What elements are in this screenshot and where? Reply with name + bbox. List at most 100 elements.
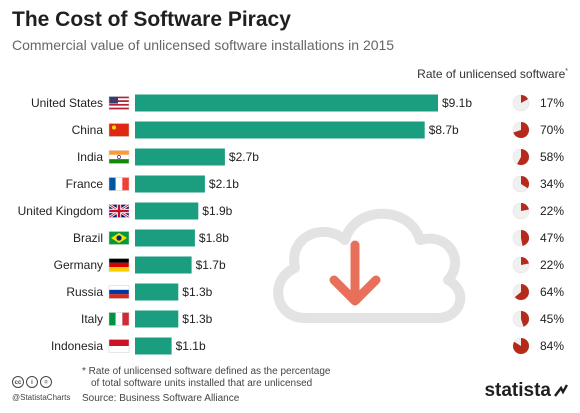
chart-row: China $8.7b 70%: [72, 121, 564, 139]
value-label: $1.3b: [182, 312, 212, 326]
social-handle: @StatistaCharts: [12, 393, 71, 402]
cloud-outline: [273, 208, 466, 323]
value-label: $1.3b: [182, 285, 212, 299]
footnote: * Rate of unlicensed software defined as…: [82, 366, 382, 390]
rate-pie: [512, 310, 530, 328]
rate-label: 17%: [540, 96, 564, 110]
chart-row: United States $9.1b 17%: [31, 94, 564, 112]
nd-icon: =: [40, 376, 52, 388]
chart-row: Italy $1.3b 45%: [81, 310, 564, 328]
rate-column-header: Rate of unlicensed software*: [417, 67, 568, 81]
category-label: Russia: [66, 285, 103, 299]
rate-header-marker: *: [565, 68, 568, 75]
brand-name: statista: [484, 380, 551, 401]
chart-subtitle: Commercial value of unlicensed software …: [12, 37, 395, 53]
bar: [135, 229, 195, 247]
rate-pie-slice: [521, 311, 530, 327]
rate-pie-slice: [513, 122, 529, 138]
bar: [135, 94, 438, 112]
license-icons: cc i =: [12, 376, 52, 388]
chart-row: France $2.1b 34%: [66, 175, 564, 193]
rate-pie-slice: [521, 203, 529, 211]
chart-row: Indonesia $1.1b 84%: [51, 337, 564, 355]
rate-pie: [512, 175, 530, 193]
source-text: Source: Business Software Alliance: [82, 393, 240, 404]
rate-label: 64%: [540, 285, 564, 299]
rate-pie-slice: [514, 284, 530, 300]
rate-label: 84%: [540, 339, 564, 353]
it-flag-icon: [108, 312, 130, 326]
bar: [135, 202, 199, 220]
rate-label: 34%: [540, 177, 564, 191]
chart-title: The Cost of Software Piracy: [12, 8, 291, 31]
gb-flag-icon: [108, 203, 130, 219]
rate-pie: [512, 337, 530, 355]
bar: [135, 337, 172, 355]
statista-logo-icon: [554, 384, 568, 397]
rate-label: 70%: [540, 123, 564, 137]
value-label: $1.8b: [199, 231, 229, 245]
statista-logo[interactable]: statista: [484, 380, 568, 402]
rate-pie-slice: [517, 149, 530, 165]
bar: [135, 310, 179, 328]
ru-flag-icon: [108, 285, 130, 299]
category-label: United States: [31, 96, 103, 110]
rate-label: 47%: [540, 231, 564, 245]
category-label: Indonesia: [51, 339, 103, 353]
chart-row: Russia $1.3b 64%: [66, 283, 564, 301]
by-icon: i: [26, 376, 38, 388]
rate-pie-slice: [521, 229, 530, 246]
bar: [135, 121, 425, 139]
footnote-line-1: * Rate of unlicensed software defined as…: [82, 366, 331, 377]
value-label: $9.1b: [442, 96, 472, 110]
us-flag-icon: [108, 96, 130, 110]
cn-flag-icon: [108, 123, 130, 137]
cc-icon: cc: [12, 376, 24, 388]
bar: [135, 148, 225, 166]
category-label: United Kingdom: [18, 204, 103, 218]
rate-label: 22%: [540, 258, 564, 272]
chart-row: Brazil $1.8b 47%: [73, 229, 564, 247]
category-label: Italy: [81, 312, 103, 326]
rate-label: 58%: [540, 150, 564, 164]
rate-pie-slice: [521, 176, 529, 189]
rate-pie-slice: [513, 338, 530, 354]
value-label: $1.9b: [202, 204, 232, 218]
category-label: India: [77, 150, 103, 164]
category-label: Germany: [54, 258, 103, 272]
category-label: Brazil: [73, 231, 103, 245]
fr-flag-icon: [108, 177, 130, 191]
bar: [135, 283, 179, 301]
rate-pie: [512, 121, 530, 139]
rate-pie: [512, 148, 530, 166]
value-label: $1.7b: [196, 258, 226, 272]
value-label: $2.7b: [229, 150, 259, 164]
footnote-line-2: of total software units installed that a…: [91, 378, 313, 389]
de-flag-icon: [108, 258, 130, 272]
in-flag-icon: [108, 150, 130, 164]
bar: [135, 175, 205, 193]
category-label: France: [66, 177, 104, 191]
chart-row: United Kingdom $1.9b 22%: [18, 202, 564, 220]
arrow-head: [329, 275, 381, 306]
bar: [135, 256, 192, 274]
rate-pie: [512, 94, 530, 112]
br-flag-icon: [108, 231, 130, 245]
chart-row: Germany $1.7b 22%: [54, 256, 564, 274]
rate-pie: [512, 202, 530, 220]
rate-pie: [512, 256, 530, 274]
value-label: $8.7b: [429, 123, 459, 137]
rate-header-label: Rate of unlicensed software: [417, 67, 566, 81]
rate-label: 22%: [540, 204, 564, 218]
cloud-download-icon: [273, 208, 466, 323]
rate-label: 45%: [540, 312, 564, 326]
id-flag-icon: [108, 339, 130, 353]
rate-pie-slice: [521, 95, 529, 103]
rate-pie-slice: [521, 257, 529, 265]
category-label: China: [72, 123, 104, 137]
chart-row: India $2.7b 58%: [77, 148, 564, 166]
value-label: $1.1b: [176, 339, 206, 353]
rate-pie: [512, 283, 530, 301]
value-label: $2.1b: [209, 177, 239, 191]
